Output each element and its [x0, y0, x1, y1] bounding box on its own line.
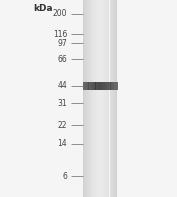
Bar — [86, 0, 87, 197]
Bar — [101, 82, 102, 90]
Bar — [111, 0, 112, 197]
Bar — [106, 0, 107, 197]
Bar — [102, 82, 104, 90]
Bar — [92, 82, 93, 90]
Bar — [88, 0, 89, 197]
Bar — [100, 82, 101, 90]
Bar — [99, 0, 100, 197]
Bar — [92, 0, 93, 197]
Bar — [95, 0, 96, 197]
Bar — [88, 82, 90, 90]
Bar — [95, 82, 97, 90]
Text: 66: 66 — [58, 55, 67, 64]
Bar — [105, 82, 106, 90]
Text: 14: 14 — [58, 139, 67, 148]
Bar — [110, 0, 111, 197]
Bar — [87, 82, 88, 90]
Bar — [83, 82, 84, 90]
Bar — [105, 0, 106, 197]
Bar — [91, 82, 92, 90]
Bar — [86, 82, 87, 90]
Bar — [90, 82, 91, 90]
Bar — [110, 82, 112, 90]
Bar — [98, 0, 99, 197]
Bar — [84, 82, 85, 90]
Bar — [112, 0, 113, 197]
Bar — [116, 0, 117, 197]
Text: 44: 44 — [58, 81, 67, 90]
Bar — [114, 0, 115, 197]
Bar — [93, 0, 94, 197]
Bar — [107, 82, 108, 90]
Bar — [113, 0, 114, 197]
Bar — [114, 82, 115, 90]
Bar — [115, 82, 116, 90]
Text: 116: 116 — [53, 30, 67, 39]
Bar — [96, 82, 98, 90]
Text: 6: 6 — [62, 172, 67, 181]
Bar — [100, 0, 101, 197]
Bar — [89, 0, 90, 197]
Text: 200: 200 — [53, 9, 67, 18]
Bar — [116, 82, 118, 90]
Bar — [108, 82, 109, 90]
Bar — [98, 82, 99, 90]
Bar — [104, 82, 105, 90]
Bar — [94, 82, 96, 90]
Bar — [104, 0, 105, 197]
Text: 97: 97 — [58, 39, 67, 48]
Text: 22: 22 — [58, 121, 67, 130]
Text: kDa: kDa — [33, 4, 53, 13]
Bar — [113, 82, 114, 90]
Bar — [87, 0, 88, 197]
Bar — [112, 82, 113, 90]
Bar — [90, 0, 91, 197]
Bar — [83, 0, 84, 197]
Bar — [102, 0, 103, 197]
Text: 31: 31 — [58, 99, 67, 108]
Bar — [115, 0, 116, 197]
Bar — [97, 0, 98, 197]
Bar — [85, 82, 86, 90]
Bar — [93, 82, 94, 90]
Bar — [109, 82, 111, 90]
Bar — [99, 82, 100, 90]
Bar — [108, 0, 109, 197]
Bar — [85, 0, 86, 197]
Bar — [91, 0, 92, 197]
Bar — [84, 0, 85, 197]
Bar — [109, 0, 110, 197]
Bar — [107, 0, 108, 197]
Bar — [106, 82, 107, 90]
Bar — [101, 0, 102, 197]
Bar — [94, 0, 95, 197]
